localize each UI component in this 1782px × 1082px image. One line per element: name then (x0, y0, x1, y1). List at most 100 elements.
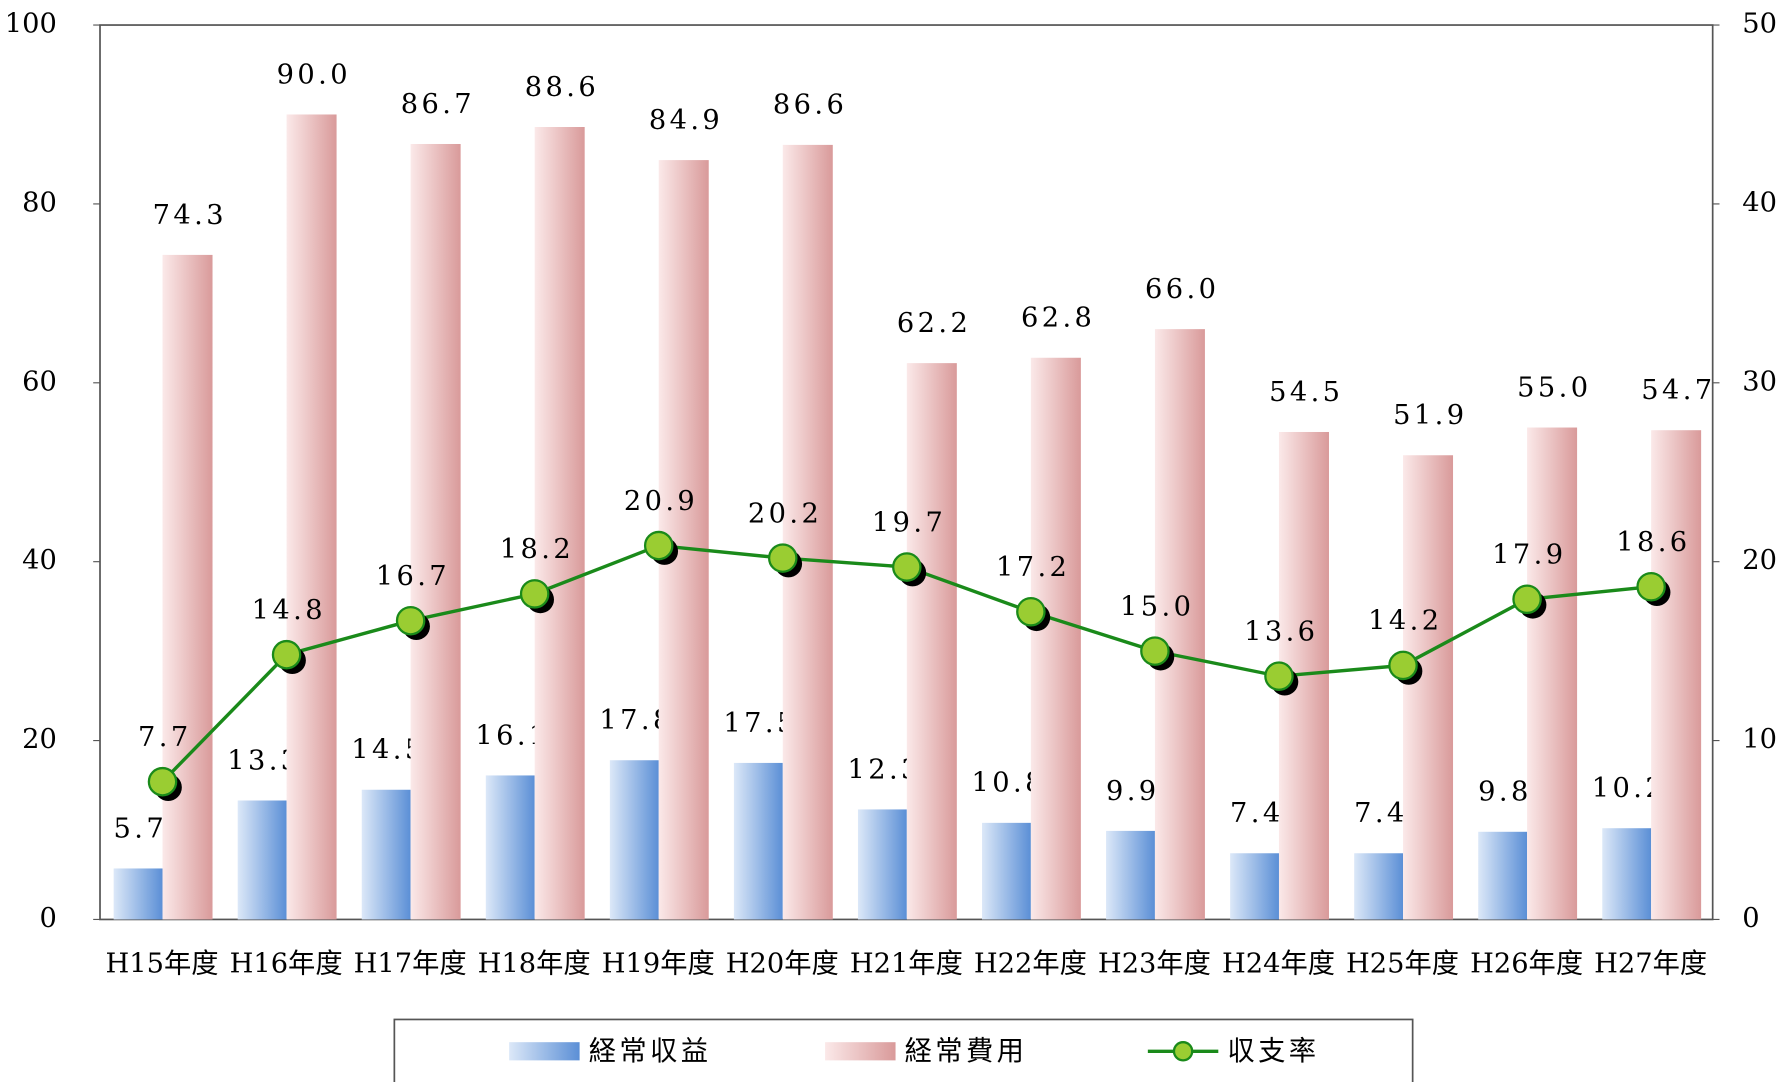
marker (1140, 636, 1170, 666)
value-label: 15.0 (1120, 591, 1194, 622)
marker (643, 530, 674, 561)
x-tick-label: H21年度 (850, 948, 963, 979)
legend-swatch (825, 1042, 896, 1061)
x-tick-label: H25年度 (1346, 948, 1459, 979)
bar (1106, 830, 1155, 920)
value-label: 7.7 (138, 722, 192, 753)
marker (767, 543, 798, 573)
bar (410, 143, 461, 920)
value-label: 74.3 (153, 200, 227, 231)
value-label: 17.8 (599, 705, 673, 736)
value-label: 54.7 (1641, 375, 1715, 406)
y-tick-label: 60 (22, 366, 57, 397)
value-label: 51.9 (1393, 400, 1467, 431)
value-label: 17.9 (1492, 540, 1566, 571)
bar (1478, 831, 1528, 920)
value-label: 84.9 (649, 105, 723, 136)
bar (1154, 329, 1205, 920)
legend-swatch (509, 1042, 580, 1061)
value-label: 14.2 (1368, 606, 1442, 637)
value-label: 5.7 (114, 813, 168, 844)
bar (1403, 455, 1454, 920)
value-label: 9.9 (1106, 776, 1160, 807)
x-tick-label: H22年度 (974, 948, 1087, 979)
x-tick-label: H15年度 (106, 948, 219, 979)
x-tick-label: H26年度 (1470, 948, 1583, 979)
y-tick-label: 80 (22, 187, 57, 218)
value-label: 90.0 (277, 59, 351, 90)
x-tick-label: H16年度 (230, 948, 343, 979)
marker (1016, 596, 1046, 627)
y-tick-label: 40 (22, 545, 57, 576)
value-label: 10.2 (1592, 773, 1666, 804)
value-label: 66.0 (1145, 274, 1219, 305)
bar (237, 800, 287, 920)
legend-label: 経常収益 (589, 1036, 712, 1067)
x-tick-label: H24年度 (1222, 948, 1335, 979)
legend-label: 収支率 (1227, 1036, 1319, 1067)
value-label: 62.8 (1021, 303, 1095, 334)
marker (271, 639, 302, 670)
value-label: 19.7 (872, 507, 946, 538)
bar (609, 760, 659, 920)
y-tick-label: 20 (22, 724, 57, 755)
bar (1030, 357, 1081, 920)
bar (162, 254, 213, 920)
value-label: 7.4 (1354, 798, 1408, 829)
y2-tick-label: 40 (1742, 187, 1777, 218)
legend-label: 経常費用 (905, 1036, 1028, 1067)
marker (395, 605, 426, 636)
value-label: 20.9 (624, 486, 698, 517)
y-tick-label: 100 (5, 9, 57, 40)
value-label: 7.4 (1230, 798, 1284, 829)
bar (286, 114, 337, 920)
marker (892, 552, 922, 582)
x-tick-label: H20年度 (726, 948, 839, 979)
bar (857, 809, 907, 920)
value-label: 86.6 (773, 90, 847, 121)
marker (1388, 650, 1418, 681)
bar (113, 868, 163, 920)
value-label: 14.5 (351, 735, 425, 766)
bar (782, 144, 833, 920)
marker (147, 766, 178, 797)
value-label: 16.1 (475, 720, 549, 751)
y-tick-label: 0 (39, 903, 56, 934)
bar (485, 775, 535, 920)
value-label: 9.8 (1478, 777, 1532, 808)
value-label: 14.8 (252, 595, 326, 626)
value-label: 20.2 (748, 498, 822, 529)
value-label: 88.6 (525, 72, 599, 103)
y2-tick-label: 0 (1742, 903, 1759, 934)
value-label: 55.0 (1517, 372, 1591, 403)
value-label: 13.6 (1244, 616, 1318, 647)
y2-tick-label: 30 (1742, 366, 1777, 397)
x-tick-label: H17年度 (354, 948, 467, 979)
y2-tick-label: 20 (1742, 545, 1777, 576)
value-label: 17.2 (996, 552, 1070, 583)
marker (519, 579, 550, 609)
value-label: 13.3 (227, 745, 301, 776)
value-label: 17.5 (723, 708, 797, 739)
x-tick-label: H18年度 (478, 948, 591, 979)
marker (1264, 661, 1294, 691)
bar (1651, 430, 1702, 920)
bar (534, 127, 585, 920)
x-tick-label: H19年度 (602, 948, 715, 979)
value-label: 54.5 (1269, 377, 1343, 408)
value-label: 12.3 (847, 754, 921, 785)
value-label: 18.6 (1616, 527, 1690, 558)
bar (1602, 828, 1652, 920)
y2-tick-label: 10 (1742, 724, 1777, 755)
bar (906, 363, 957, 920)
legend-marker (1172, 1041, 1194, 1062)
value-label: 86.7 (401, 89, 475, 120)
bar (982, 822, 1031, 920)
bar (733, 762, 783, 920)
bar (1354, 853, 1404, 920)
value-label: 16.7 (376, 561, 450, 592)
x-tick-label: H27年度 (1594, 948, 1707, 979)
y2-tick-label: 50 (1742, 9, 1777, 40)
marker (1636, 571, 1666, 602)
bar (361, 789, 411, 920)
